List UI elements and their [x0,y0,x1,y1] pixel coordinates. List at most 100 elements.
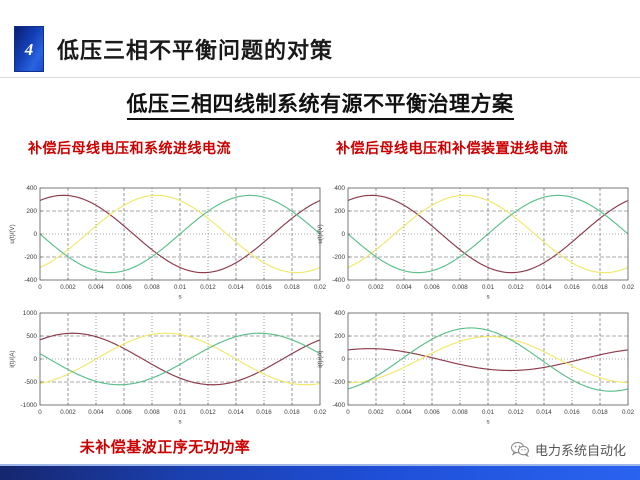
x-tick-label: 0.002 [368,409,384,416]
y-tick-label: 0 [341,356,345,363]
x-tick-label: 0.012 [200,409,216,416]
x-tick-label: 0.01 [174,284,187,291]
x-tick-label: 0.016 [564,284,580,291]
x-tick-label: 0.014 [536,409,552,416]
x-tick-label: 0.018 [592,284,608,291]
series-line [347,194,629,274]
header-divider [0,77,640,78]
x-tick-label: 0.02 [314,409,326,416]
y-tick-label: 0 [341,231,345,238]
x-tick-label: 0.002 [60,409,76,416]
x-tick-label: 0.006 [116,284,132,291]
x-tick-label: 0.002 [60,284,76,291]
section-number-badge: 4 [14,26,44,72]
series-line [39,332,321,386]
x-tick-label: 0.006 [116,409,132,416]
y-tick-label: 400 [334,185,345,192]
series-line [39,194,321,274]
y-tick-label: 0 [33,356,37,363]
y-tick-label: 200 [334,333,345,340]
x-axis-label: s [486,294,489,301]
chart-top-left: 0 0.002 0.004 0.006 0.008 0.01 0.012 0.014 0.016… [9,185,326,301]
y-tick-label: -200 [332,379,345,386]
slide-header: 4 低压三相不平衡问题的对策 [0,0,640,78]
y-tick-label: 200 [26,208,37,215]
x-tick-label: 0.004 [396,409,412,416]
x-tick-label: 0.01 [482,409,495,416]
series-line [39,194,321,274]
caption-top-left: 补偿后母线电压和系统进线电流 [28,142,231,157]
caption-top-right: 补偿后母线电压和补偿装置进线电流 [336,142,568,157]
footer-bar [0,466,640,480]
y-tick-label: 200 [334,208,345,215]
y-axis-label: i(t)/(A) [9,350,16,367]
x-tick-label: 0.018 [592,409,608,416]
wechat-icon [510,442,529,457]
x-axis-label: s [178,419,181,426]
y-tick-label: -400 [332,402,345,409]
x-tick-label: 0.01 [482,284,495,291]
x-tick-label: 0.008 [144,284,160,291]
y-axis-label: i(t)/(A) [317,350,324,367]
x-axis-label: s [178,294,181,301]
x-tick-label: 0.014 [536,284,552,291]
x-tick-label: 0.008 [144,409,160,416]
series-line [347,327,629,392]
y-axis-label: u(t)/(V) [9,224,16,243]
y-tick-label: -1000 [21,402,38,409]
y-tick-label: -400 [332,277,345,284]
x-tick-label: 0.014 [228,284,244,291]
series-line [347,348,629,372]
series-line [39,332,321,386]
y-axis-label: u(t)/(V) [317,224,324,243]
x-tick-label: 0.006 [424,284,440,291]
series-line [347,194,629,274]
chart-top-right: 0 0.002 0.004 0.006 0.008 0.01 0.012 0.014 0.016… [317,185,634,301]
x-tick-label: 0.016 [256,409,272,416]
page-title: 低压三相四线制系统有源不平衡治理方案 [0,88,640,120]
chart-bottom-right: 0 0.002 0.004 0.006 0.008 0.01 0.012 0.014 0.016… [314,305,634,425]
x-tick-label: 0.02 [622,284,634,291]
footer-brand: 电力系统自动化 [510,440,626,459]
section-title: 低压三相不平衡问题的对策 [57,38,334,63]
x-tick-label: 0.004 [396,284,412,291]
y-tick-label: 1000 [23,310,38,317]
x-tick-label: 0.004 [88,409,104,416]
x-tick-label: 0.02 [622,409,634,416]
x-tick-label: 0.018 [284,409,300,416]
y-tick-label: 0 [33,231,37,238]
x-tick-label: 0.002 [368,284,384,291]
x-tick-label: 0.004 [88,284,104,291]
chart-bottom-left: 0 0.002 0.004 0.006 0.008 0.01 0.012 0.014 0.016… [9,310,326,426]
x-tick-label: 0.016 [564,409,580,416]
x-tick-label: 0.012 [508,409,524,416]
chart-bottom-left: 0 0.002 0.004 0.006 0.008 0.01 0.012 0.014 0.016… [6,305,326,425]
page-title-text: 低压三相四线制系统有源不平衡治理方案 [126,92,514,120]
x-tick-label: 0.016 [256,284,272,291]
series-line [39,194,321,274]
chart-bottom-right: 0 0.002 0.004 0.006 0.008 0.01 0.012 0.014 0.016… [317,310,634,426]
y-tick-label: 500 [26,333,37,340]
series-line [39,332,321,386]
y-tick-label: 400 [26,185,37,192]
x-tick-label: 0.02 [314,284,326,291]
series-line [347,194,629,274]
footer-brand-label: 电力系统自动化 [534,443,626,458]
x-tick-label: 0 [38,284,42,291]
x-tick-label: 0.008 [452,409,468,416]
x-tick-label: 0.006 [424,409,440,416]
x-tick-label: 0.008 [452,284,468,291]
series-line [347,336,629,384]
caption-bottom-left: 未补偿基波正序无功功率 [79,440,251,456]
y-tick-label: 400 [334,310,345,317]
x-tick-label: 0 [38,409,42,416]
y-tick-label: -200 [24,254,37,261]
x-tick-label: 0.014 [228,409,244,416]
x-tick-label: 0.018 [284,284,300,291]
y-tick-label: -500 [24,379,37,386]
y-tick-label: -200 [332,254,345,261]
y-tick-label: -400 [24,277,37,284]
x-axis-label: s [486,419,489,426]
footer-bar-highlight [0,464,640,466]
